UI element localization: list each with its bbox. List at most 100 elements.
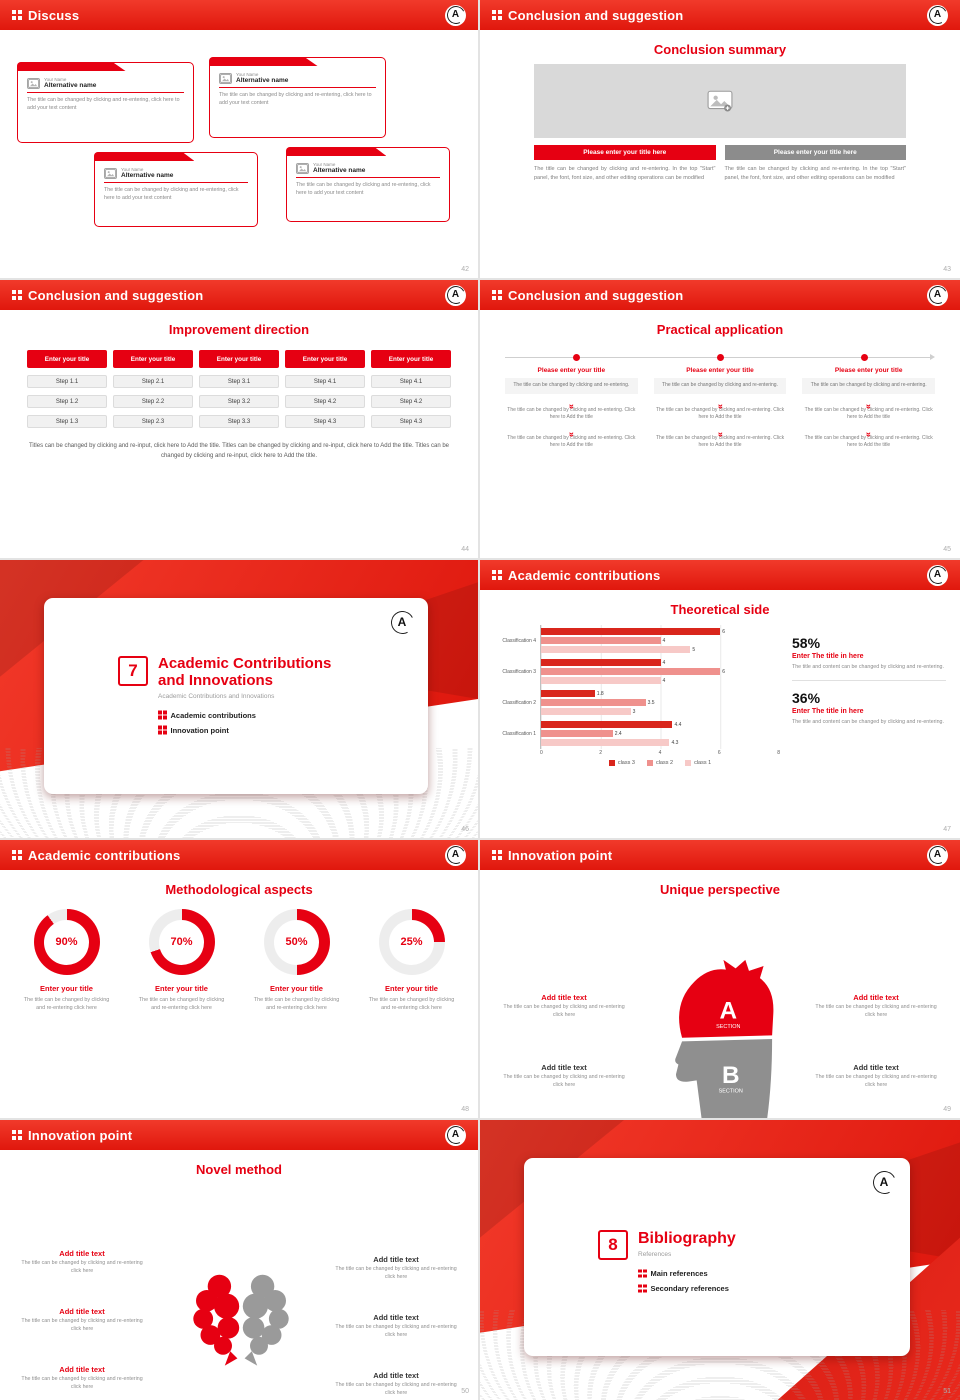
chart-category-label: Classification 3 — [502, 668, 536, 675]
logo-letter: A — [933, 289, 942, 300]
step-item: Step 2.3 — [113, 415, 193, 428]
donut-chart: 70% — [148, 909, 215, 975]
slide-50-novel-method[interactable]: Innovation point A Novel method Add titl… — [0, 1120, 480, 1400]
x-axis-tick: 0 — [540, 750, 543, 756]
double-chevron-down-icon: » — [566, 403, 577, 409]
text-block: Add title text The title can be changed … — [810, 1063, 942, 1090]
block-title: Add title text — [59, 1307, 105, 1316]
slide-49-unique-perspective[interactable]: Innovation point A Unique perspective A … — [480, 840, 960, 1120]
section-title: Theoretical side — [670, 602, 770, 617]
step-column: Enter your title Step 2.1 Step 2.2 Step … — [113, 350, 193, 428]
slide-42-discuss[interactable]: Discuss A Your Name Alternative name The … — [0, 0, 480, 280]
body-texts: The title can be changed by clicking and… — [534, 165, 906, 183]
logo-ring-icon — [926, 3, 949, 27]
card-head: Your Name Alternative name — [219, 72, 376, 84]
cover-titles: Bibliography References Main references … — [638, 1230, 736, 1293]
donut-value: 25% — [389, 919, 434, 965]
body-text: The title can be changed by clicking and… — [724, 166, 907, 181]
page-number: 42 — [461, 266, 469, 273]
card-head: Your Name Alternative name — [296, 162, 440, 174]
slide-44-improvement-direction[interactable]: Conclusion and suggestion A Improvement … — [0, 280, 480, 560]
squares-icon — [158, 710, 162, 715]
block-body: The title can be changed by clicking and… — [815, 1004, 937, 1018]
card-alt-name: Alternative name — [236, 77, 289, 84]
chart-bar-value: 4.3 — [671, 739, 679, 746]
chart-bars: 6 4 5 — [540, 625, 780, 656]
logo-ring-icon — [444, 283, 467, 307]
card-alt-name: Alternative name — [44, 82, 97, 89]
slide-43-conclusion-summary[interactable]: Conclusion and suggestion A Conclusion s… — [480, 0, 960, 280]
card-names: Your Name Alternative name — [313, 162, 365, 174]
chart-bars: 4.4 2.4 4.3 — [540, 718, 780, 749]
card-tab — [17, 62, 126, 71]
block-body: The title can be changed by clicking and… — [503, 1074, 625, 1088]
logo-ring-icon — [926, 283, 949, 307]
chart-bar-row: 2.4 — [541, 729, 780, 738]
gray-title-button: Please enter your title here — [724, 145, 906, 160]
timeline-dot — [861, 353, 868, 361]
step-item: Step 1.3 — [27, 415, 107, 428]
chart-category-group: Classification 3 4 6 4 — [488, 656, 780, 687]
slide-51-bibliography-cover[interactable]: A 8 Bibliography References Main referen… — [480, 1120, 960, 1400]
squares-icon — [12, 850, 16, 854]
slide-header-title: Innovation point — [508, 847, 613, 863]
section-a-letter: A — [720, 997, 738, 1024]
university-logo: A — [869, 1167, 899, 1197]
stat-block: 36% Enter The title in here The title an… — [792, 690, 946, 735]
column-item: The title can be changed by clicking and… — [655, 406, 785, 421]
chart-bar — [541, 659, 661, 666]
cover-bullets: Academic contributions Innovation point — [158, 711, 331, 735]
profile-card: Your Name Alternative name The title can … — [286, 147, 450, 222]
chart-bar — [541, 637, 661, 644]
card-name-label: Your Name — [236, 72, 259, 77]
logo-ring-icon — [444, 1123, 467, 1147]
cover-content: 8 Bibliography References Main reference… — [598, 1230, 736, 1293]
chart-legend: class 3 class 2 class 1 — [540, 760, 780, 766]
section-number: 8 — [598, 1230, 628, 1260]
text-block: Add title text The title can be changed … — [498, 993, 630, 1020]
chart-bar — [541, 721, 673, 728]
chevron-row: » — [654, 396, 787, 408]
logo-letter: A — [933, 849, 942, 860]
red-title-button: Please enter your title here — [534, 145, 716, 160]
squares-icon — [492, 290, 496, 294]
university-logo: A — [444, 1123, 467, 1147]
text-block: Add title text The title can be changed … — [16, 1365, 148, 1392]
slide-47-theoretical-side[interactable]: Academic contributions A Theoretical sid… — [480, 560, 960, 840]
card-divider — [104, 182, 248, 183]
column-title: Please enter your title — [537, 367, 606, 374]
application-columns: Please enter your title The title can be… — [505, 367, 936, 450]
head-diagram: A SECTION B SECTION Add title text The t… — [480, 897, 960, 1118]
chart-bar-row: 6 — [541, 627, 780, 636]
column-item: The title can be changed by clicking and… — [507, 434, 636, 449]
slide-header-title: Discuss — [28, 7, 80, 23]
legend-swatch — [608, 760, 615, 766]
step-item: Step 1.2 — [27, 395, 107, 408]
slide-45-practical-application[interactable]: Conclusion and suggestion A Practical ap… — [480, 280, 960, 560]
section-title: Novel method — [196, 1162, 282, 1177]
step-item: Step 3.3 — [199, 415, 279, 428]
section-title: Improvement direction — [168, 322, 310, 337]
step-column: Enter your title Step 4.1 Step 4.2 Step … — [285, 350, 365, 428]
card-alt-name: Alternative name — [313, 167, 366, 174]
donut-value: 70% — [159, 919, 204, 965]
stat-title: Enter The title in here — [792, 653, 864, 660]
title-buttons: Please enter your title here Please ente… — [534, 145, 906, 160]
university-logo: A — [926, 283, 949, 307]
chart-category-group: Classification 2 1.8 3.5 3 — [488, 687, 780, 718]
stat-percentage: 36% — [792, 690, 821, 707]
card-divider — [296, 177, 440, 178]
column-title-button: Enter your title — [285, 350, 365, 368]
step-item: Step 4.1 — [285, 375, 365, 388]
block-title: Add title text — [373, 1371, 419, 1380]
chart-bar-value: 6 — [722, 668, 726, 675]
legend-item: class 2 — [646, 760, 673, 766]
slide-48-methodological-aspects[interactable]: Academic contributions A Methodological … — [0, 840, 480, 1120]
column-box: The title can be changed by clicking and… — [653, 378, 787, 394]
head-silhouette-graphic: A SECTION B SECTION — [675, 959, 774, 1118]
chart-bar-value: 3.5 — [647, 699, 655, 706]
slide-header-title: Conclusion and suggestion — [508, 7, 684, 23]
card-body: The title can be changed by clicking and… — [27, 97, 180, 112]
step-item: Step 4.2 — [285, 395, 365, 408]
slide-46-section-cover[interactable]: A 7 Academic Contributions and Innovatio… — [0, 560, 480, 840]
